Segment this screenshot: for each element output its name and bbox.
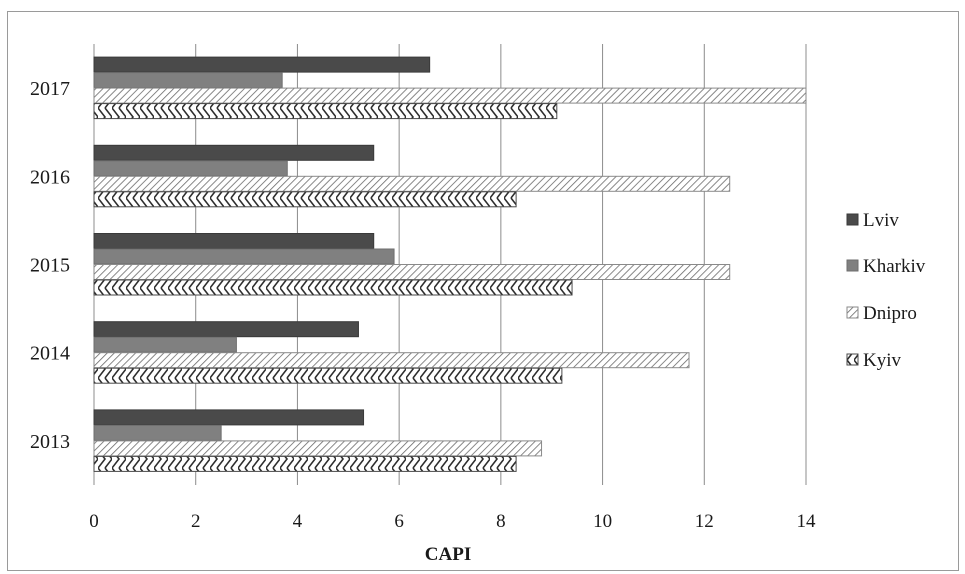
bar-lviv-2016 [93, 144, 375, 161]
bar-kharkiv-2014 [93, 336, 237, 353]
bar-kharkiv-2017 [93, 72, 283, 89]
bar-lviv-2017 [93, 56, 431, 73]
legend-label-kyiv: Kyiv [863, 350, 902, 371]
legend-swatch-lviv [846, 213, 859, 226]
legend-swatch-dnipro [846, 306, 859, 319]
bar-kyiv-2013 [93, 455, 517, 472]
bar-dnipro-2016 [93, 175, 731, 192]
x-tick-label: 12 [695, 511, 714, 532]
y-tick-label: 2014 [30, 343, 70, 365]
x-axis-tick-labels: 0 2 4 6 8 10 12 14 [89, 511, 816, 532]
x-tick-label: 4 [293, 511, 303, 532]
bar-lviv-2014 [93, 321, 359, 338]
bar-kyiv-2015 [93, 279, 573, 296]
legend-label-kharkiv: Kharkiv [863, 256, 926, 277]
bar-kyiv-2014 [93, 367, 563, 384]
y-tick-label: 2016 [30, 166, 70, 188]
legend-swatch-kyiv [846, 353, 859, 366]
x-tick-label: 0 [89, 511, 99, 532]
x-tick-label: 6 [394, 511, 404, 532]
y-axis-tick-labels: 2013 2014 2015 2016 2017 [30, 78, 70, 453]
x-axis-title: CAPI [425, 544, 471, 565]
bar-kharkiv-2016 [93, 160, 288, 177]
x-tick-label: 14 [797, 511, 817, 532]
bar-kyiv-2016 [93, 191, 517, 208]
bar-dnipro-2017 [93, 87, 807, 104]
legend: Lviv Kharkiv Dnipro Kyiv [846, 210, 926, 371]
bar-kharkiv-2015 [93, 248, 395, 265]
y-tick-label: 2017 [30, 78, 70, 100]
bar-dnipro-2013 [93, 440, 543, 457]
legend-label-dnipro: Dnipro [863, 303, 917, 324]
bar-lviv-2015 [93, 233, 375, 249]
x-tick-label: 8 [496, 511, 506, 532]
y-tick-label: 2013 [30, 431, 70, 453]
bar-dnipro-2015 [93, 264, 731, 280]
x-tick-label: 2 [191, 511, 201, 532]
bar-kyiv-2017 [93, 103, 558, 120]
bar-lviv-2013 [93, 409, 365, 426]
y-tick-label: 2015 [30, 255, 70, 277]
bar-kharkiv-2013 [93, 424, 222, 441]
bars [93, 56, 807, 472]
bar-dnipro-2014 [93, 352, 690, 369]
legend-label-lviv: Lviv [863, 210, 899, 231]
x-tick-label: 10 [593, 511, 612, 532]
legend-swatch-kharkiv [846, 259, 859, 272]
